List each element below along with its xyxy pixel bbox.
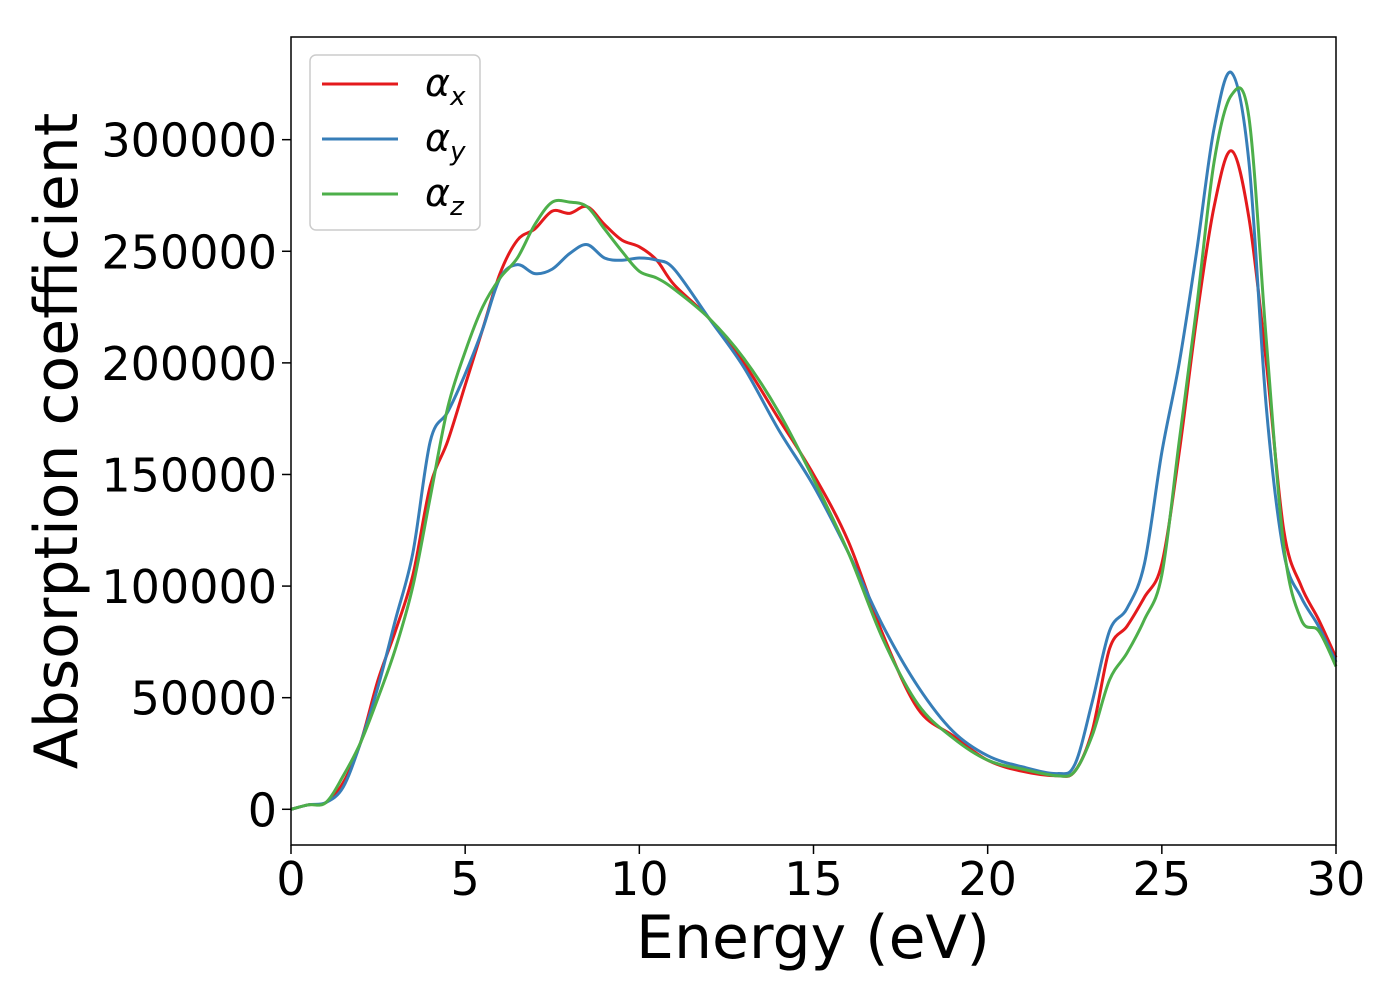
y-tick-label: 300000 <box>101 114 277 168</box>
x-tick-label: 5 <box>451 852 480 906</box>
series-line-z <box>290 86 1338 811</box>
y-tick-label: 150000 <box>101 448 277 502</box>
legend-label: αy <box>425 116 466 167</box>
y-axis-title: Absorption coefficient <box>22 113 92 770</box>
x-tick-label: 0 <box>276 852 305 906</box>
legend-frame <box>309 54 481 231</box>
y-axis: 0 50000 100000 150000 200000 250000 300000 <box>101 114 291 837</box>
x-axis-title: Energy (eV) <box>636 903 990 973</box>
y-tick-label: 200000 <box>101 337 277 391</box>
plot-lines <box>290 70 1338 811</box>
x-axis: 0 5 10 15 20 25 30 <box>276 845 1365 906</box>
x-tick-label: 25 <box>1133 852 1192 906</box>
legend-entry-y: αy <box>322 116 466 167</box>
x-tick-label: 30 <box>1307 852 1366 906</box>
legend-entry-x: αx <box>322 61 466 112</box>
x-tick-label: 10 <box>610 852 669 906</box>
y-tick-label: 0 <box>248 783 277 837</box>
y-tick-label: 100000 <box>101 560 277 614</box>
series-line-y <box>290 70 1338 811</box>
y-tick-label: 250000 <box>101 225 277 279</box>
x-tick-label: 20 <box>958 852 1017 906</box>
legend-label: αx <box>425 61 466 112</box>
legend-label: αz <box>425 171 465 222</box>
legend-entry-z: αz <box>322 171 465 222</box>
y-tick-label: 50000 <box>131 672 277 726</box>
x-tick-label: 15 <box>784 852 843 906</box>
